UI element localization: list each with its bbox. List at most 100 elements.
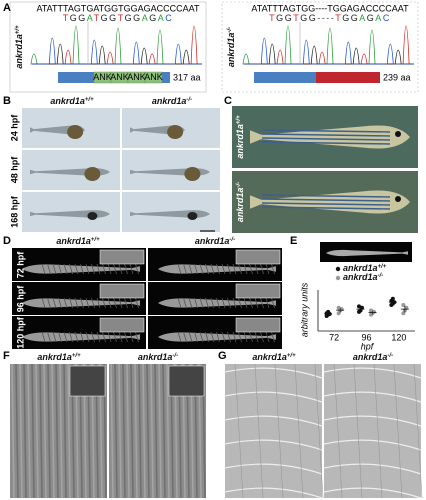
somite [118,263,123,275]
somite [135,263,139,275]
sequence: ATATTTAGTGATGGTGGAGACCCCAAT [37,3,201,13]
myofibril [146,363,150,499]
myofibril [134,363,138,499]
somite [232,331,237,343]
somite [107,263,112,275]
protein-length: 239 aa [383,72,411,82]
somite [188,263,193,275]
data-point [369,308,373,313]
stripe [261,133,391,137]
panel-label: E [290,235,297,247]
somite [69,263,73,275]
somite [216,263,220,275]
myofibril [59,363,63,499]
somite [135,297,139,309]
row-label: 48 hpf [9,156,19,184]
somite [96,263,101,275]
somite [188,297,193,309]
somite [227,297,231,309]
somite [113,263,117,275]
myoseptum [224,391,323,403]
myoseptum [323,463,422,475]
somite [194,297,198,309]
yolk [184,167,201,181]
somite [58,263,62,275]
somite [129,297,134,309]
genotype-label: ankrd1a-/- [343,272,383,282]
genotype-label: ankrd1a+/+ [235,115,245,159]
somite [177,297,182,309]
somite [91,297,95,309]
somite [199,297,204,309]
inset [99,317,145,333]
somite [238,297,242,309]
myofibril [55,363,59,499]
chromatogram-trace [244,37,414,65]
gene-name: ankrd1a [235,124,245,159]
sequence: ATATTTAGTGG----TGGAGACCCCAAT [251,3,409,13]
data-point [390,296,395,301]
somite [85,331,90,343]
panel-label: G [218,350,227,362]
somite [265,263,270,275]
somite [63,263,68,275]
myofibril [63,363,67,499]
myoseptum [224,415,323,427]
micrograph [324,364,421,498]
data-point [336,305,341,310]
data-point [401,303,406,308]
x-tick-label: 96 [361,332,371,342]
genotype-label: ankrd1a-/- [235,182,245,222]
inset [235,317,281,333]
ank-domain-label: ANK [93,72,112,82]
myofibril [39,363,43,499]
somite [221,331,226,343]
micrograph [225,364,322,498]
yolk [67,125,84,139]
somite [52,331,57,343]
genotype: +/+ [15,25,21,34]
stripe [261,129,391,133]
gene-name: ankrd1a [343,263,378,273]
genotype-label: ankrd1a+/+ [50,96,94,106]
myofibril [27,363,31,499]
somite [271,331,275,343]
larva [158,298,276,308]
fiber-edge [274,363,284,499]
somite [80,331,84,343]
myofibril [35,363,39,499]
somite [221,263,226,275]
somite [91,331,95,343]
somite [183,331,187,343]
myofibril [122,363,126,499]
stripe [261,206,391,210]
myoseptum [323,367,422,379]
yolk [84,167,101,181]
myofibril [114,363,118,499]
somite [102,297,106,309]
myofibril [162,363,166,499]
somite [177,331,182,343]
fiber-edge [294,363,304,499]
genotype: -/- [229,237,235,243]
myofibril [110,363,114,499]
somite [249,263,253,275]
somite [194,263,198,275]
myoseptum [224,439,323,451]
legend-marker [335,266,341,272]
somite [199,331,204,343]
somite [232,297,237,309]
larva [22,332,140,342]
myofibril [19,363,23,499]
data-point [326,309,331,314]
row-label: 72 hpf [15,251,25,279]
larva [22,298,140,308]
somite [210,263,215,275]
somite [265,331,270,343]
genotype-label: ankrd1a+/+ [56,236,100,246]
inset [69,365,106,397]
gene-name: ankrd1a [14,34,24,69]
somite [47,297,51,309]
somite [107,297,112,309]
stripe [261,141,391,145]
